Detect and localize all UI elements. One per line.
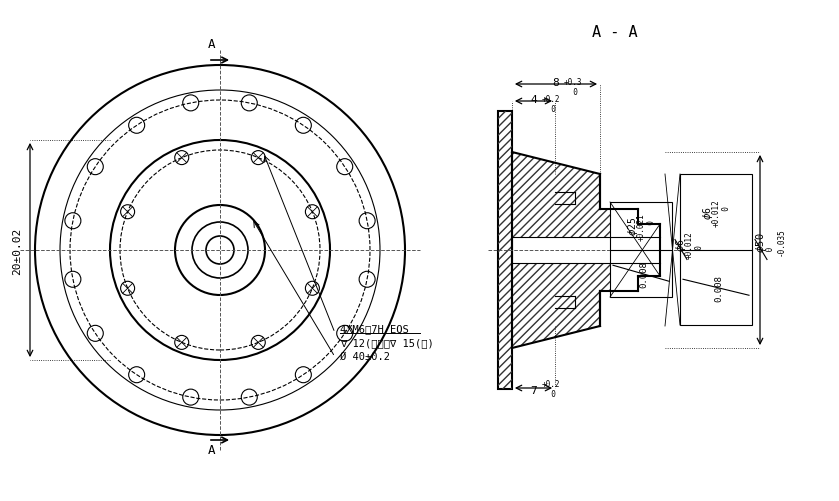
Text: +0.021
  0: +0.021 0 — [636, 212, 656, 240]
Text: $\phi$6: $\phi$6 — [674, 238, 688, 252]
Text: 4XM6・7H EQS: 4XM6・7H EQS — [340, 323, 409, 333]
Bar — [680, 175, 752, 325]
Text: +0.2
  0: +0.2 0 — [541, 379, 560, 398]
Text: 0.008: 0.008 — [715, 274, 723, 301]
Text: 4: 4 — [530, 95, 537, 105]
Text: A: A — [208, 38, 216, 51]
Text: A: A — [208, 443, 216, 456]
Text: +0.012
  0: +0.012 0 — [685, 231, 705, 259]
Text: A - A: A - A — [592, 25, 638, 40]
Text: Ø 40±0.2: Ø 40±0.2 — [340, 351, 390, 361]
Text: +0.2
  0: +0.2 0 — [541, 95, 560, 114]
Text: $\phi$50: $\phi$50 — [754, 232, 768, 253]
Text: 7: 7 — [530, 385, 537, 395]
Text: +0.3
  0: +0.3 0 — [564, 78, 582, 97]
Text: ∇ 12(螺紋）∇ 15(孔): ∇ 12(螺紋）∇ 15(孔) — [340, 337, 434, 347]
Text: 0
-0.035: 0 -0.035 — [766, 228, 785, 256]
Text: $\phi$25: $\phi$25 — [626, 216, 640, 236]
Bar — [610, 202, 672, 298]
FancyBboxPatch shape — [498, 112, 512, 389]
Text: 8: 8 — [553, 78, 560, 88]
Text: 0.008: 0.008 — [639, 261, 649, 287]
Text: $\phi$6: $\phi$6 — [701, 205, 715, 219]
Text: +0.012
  0: +0.012 0 — [711, 198, 731, 226]
Text: 20±0.02: 20±0.02 — [12, 227, 22, 274]
